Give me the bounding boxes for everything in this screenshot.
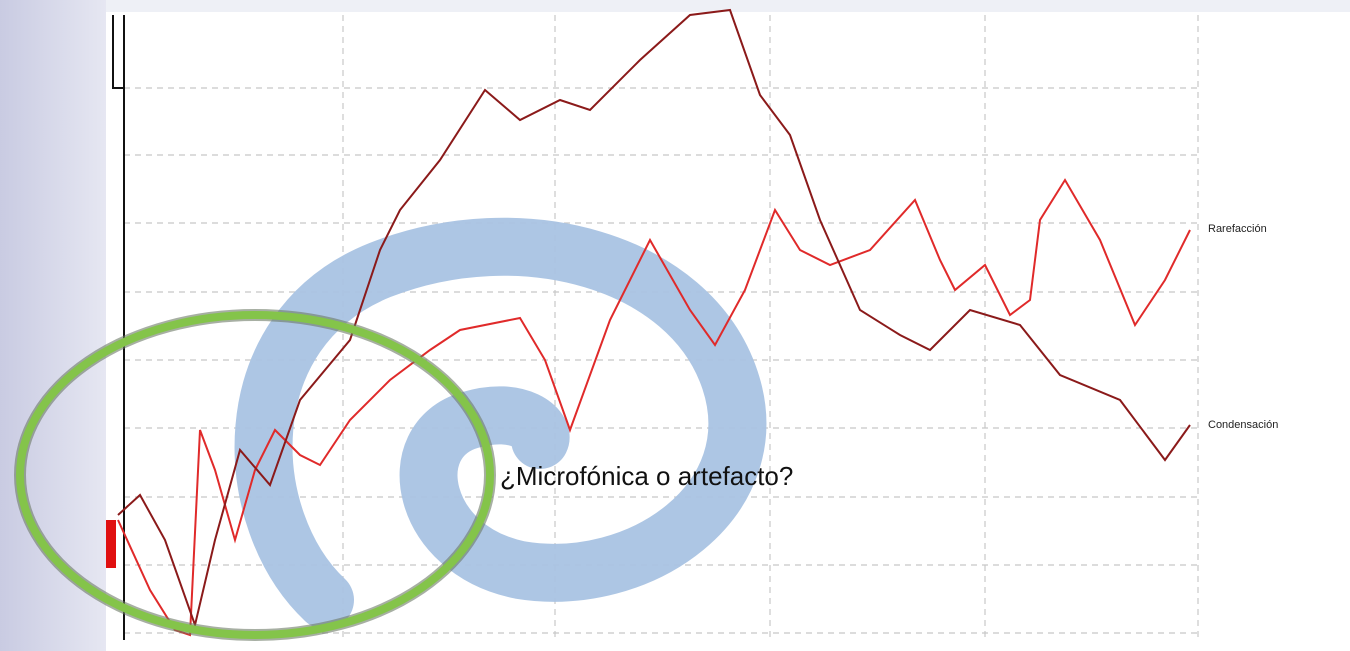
side-band <box>0 0 106 651</box>
caption: ¿Microfónica o artefacto? <box>500 461 793 491</box>
highlight-ellipse <box>16 311 494 639</box>
curve-label: Condensación <box>1208 419 1278 431</box>
scale-marker <box>112 15 124 89</box>
stimulus-marker <box>106 520 116 568</box>
logo-spiral <box>234 217 767 629</box>
curve-label: Rarefacción <box>1208 223 1267 235</box>
top-band <box>106 0 1350 12</box>
rarefaction-curve <box>117 178 1191 637</box>
condensation-curve <box>117 8 1191 629</box>
